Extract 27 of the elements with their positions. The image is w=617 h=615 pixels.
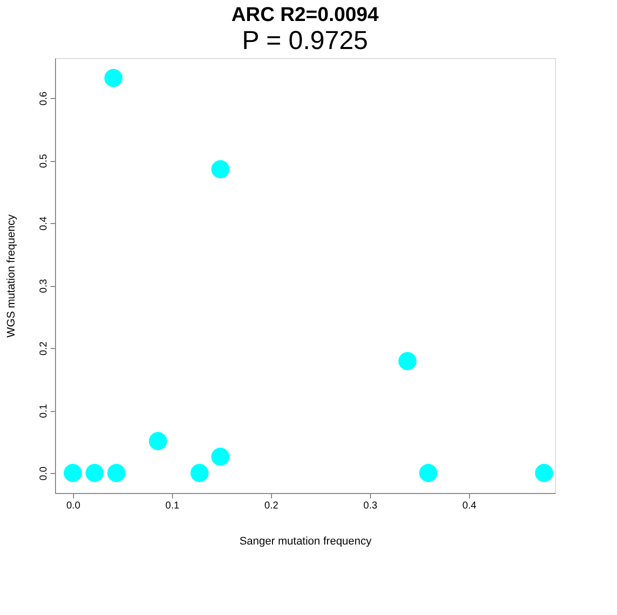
- y-tick-label: 0.4: [38, 216, 50, 230]
- point: [211, 448, 230, 466]
- point: [104, 68, 122, 88]
- x-tick-label: 0.1: [165, 500, 180, 512]
- point: [148, 432, 168, 450]
- y-tick-label: 0.2: [38, 341, 50, 356]
- x-tick-label: 0.2: [264, 500, 279, 512]
- point: [419, 464, 438, 482]
- y-tick-label: 0.3: [38, 278, 50, 293]
- y-tick-label: 0.1: [38, 404, 50, 418]
- point: [535, 464, 554, 482]
- x-tick-label: 0.4: [462, 500, 477, 512]
- chart-title: ARC R2=0.0094: [231, 4, 380, 26]
- x-tick-label: 0.0: [66, 500, 81, 512]
- point: [86, 464, 104, 482]
- y-axis-title: WGS mutation frequency: [6, 214, 18, 338]
- x-axis-title: Sanger mutation frequency: [239, 536, 372, 548]
- point: [211, 160, 230, 178]
- chart-subtitle: P = 0.9725: [242, 25, 368, 55]
- x-tick-label: 0.3: [363, 500, 378, 512]
- point: [190, 464, 209, 482]
- y-tick-label: 0.5: [38, 154, 50, 168]
- y-tick-label: 0.6: [38, 91, 50, 106]
- point: [64, 464, 82, 482]
- y-tick-label: 0.0: [38, 466, 50, 480]
- point: [398, 352, 417, 370]
- point: [107, 464, 126, 482]
